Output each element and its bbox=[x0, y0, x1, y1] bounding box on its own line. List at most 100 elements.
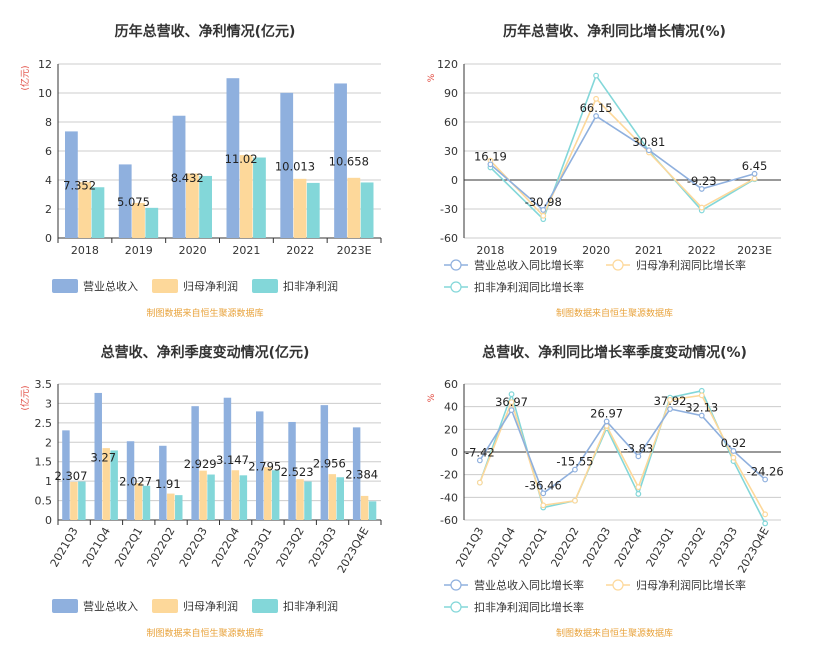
series-point bbox=[603, 418, 610, 425]
data-label: 2.523 bbox=[281, 465, 314, 479]
bar bbox=[142, 485, 151, 520]
quarter-growth-chart-svg: 总营收、净利同比增长率季度变动情况(%)% -60 -40 -20 0 20 40 60 202… bbox=[427, 344, 784, 639]
series-point bbox=[698, 392, 705, 399]
legend-swatch bbox=[52, 279, 78, 293]
series-point bbox=[762, 520, 769, 527]
bar bbox=[134, 483, 143, 520]
series-point bbox=[476, 479, 483, 486]
x-tick-label: 2023Q4E bbox=[335, 525, 372, 575]
y-tick-label: 60 bbox=[444, 116, 458, 129]
y-tick-label: 2.5 bbox=[35, 417, 53, 430]
legend-label: 扣非净利润同比增长率 bbox=[474, 280, 584, 294]
annual-growth-chart: 历年总营收、净利同比增长情况(%)% -60 -30 0 30 60 90 120 2018 20… bbox=[410, 0, 819, 329]
y-tick-label: 0 bbox=[45, 232, 52, 245]
y-tick-label: 0.5 bbox=[35, 495, 53, 508]
data-label: 2.307 bbox=[54, 469, 87, 483]
data-label: 3.147 bbox=[216, 453, 249, 467]
chart-title: 历年总营收、净利同比增长情况(%) bbox=[503, 23, 726, 40]
x-tick-label: 2022 bbox=[688, 244, 716, 257]
x-tick-label: 2023E bbox=[737, 244, 772, 257]
series-point bbox=[646, 147, 652, 154]
bar bbox=[263, 467, 272, 520]
y-tick-label: 2 bbox=[45, 436, 52, 449]
y-tick-label: -60 bbox=[440, 232, 458, 245]
x-tick-label: 2021 bbox=[232, 244, 260, 257]
y-tick-label: 3 bbox=[45, 397, 52, 410]
x-tick-label: 2022Q3 bbox=[580, 525, 613, 569]
x-tick-label: 2022Q1 bbox=[112, 525, 145, 569]
data-label: 0.92 bbox=[721, 436, 747, 450]
bar bbox=[271, 470, 280, 520]
y-tick-label: 90 bbox=[444, 87, 458, 100]
x-tick-label: 2018 bbox=[71, 244, 99, 257]
series-point bbox=[508, 407, 515, 414]
data-label: 3.27 bbox=[90, 450, 116, 464]
annual-growth-chart-svg: 历年总营收、净利同比增长情况(%)% -60 -30 0 30 60 90 120 2018 20… bbox=[427, 23, 781, 319]
y-axis-unit: % bbox=[427, 73, 437, 82]
series-point bbox=[635, 453, 642, 460]
bar bbox=[352, 427, 361, 520]
legend-label: 归母净利润同比增长率 bbox=[636, 578, 746, 592]
data-label: 16.19 bbox=[474, 149, 507, 163]
legend-marker bbox=[612, 259, 624, 271]
legend-marker bbox=[450, 601, 462, 613]
series-line bbox=[489, 114, 755, 212]
series-point bbox=[540, 490, 547, 497]
legend-label: 营业总收入 bbox=[83, 599, 138, 613]
x-tick-label: 2022Q4 bbox=[209, 525, 242, 569]
annual-bar-chart: 历年总营收、净利情况(亿元) (亿元) 0 2 4 6 8 10 12 2018 2019 2020 2… bbox=[0, 0, 410, 329]
data-label: 32.13 bbox=[685, 401, 718, 415]
legend-marker bbox=[450, 281, 462, 293]
data-label: -36.46 bbox=[525, 478, 562, 492]
bar bbox=[223, 397, 232, 520]
data-label: 2.956 bbox=[313, 457, 346, 471]
legend-label: 归母净利润 bbox=[183, 279, 238, 293]
legend-label: 扣非净利润 bbox=[283, 599, 338, 613]
bar bbox=[336, 477, 345, 520]
legend-marker bbox=[450, 259, 462, 271]
x-tick-label: 2023Q3 bbox=[306, 525, 339, 569]
bar bbox=[185, 173, 199, 238]
y-tick-label: -40 bbox=[440, 491, 458, 504]
data-label: 6.45 bbox=[742, 159, 768, 173]
series-point bbox=[476, 457, 483, 464]
y-tick-label: 0 bbox=[45, 514, 52, 527]
bar bbox=[62, 430, 70, 520]
y-tick-label: -20 bbox=[440, 469, 458, 482]
bar bbox=[360, 495, 369, 520]
bar bbox=[231, 470, 240, 520]
data-label: 11.02 bbox=[225, 152, 258, 166]
y-tick-label: 20 bbox=[444, 423, 458, 436]
legend-marker bbox=[450, 579, 462, 591]
legend-label: 营业总收入 bbox=[83, 279, 138, 293]
series-line bbox=[489, 73, 755, 221]
x-tick-label: 2021Q4 bbox=[485, 525, 518, 569]
series-point bbox=[540, 502, 547, 509]
legend-label: 归母净利润 bbox=[183, 599, 238, 613]
bar bbox=[255, 411, 264, 520]
data-label: 66.15 bbox=[580, 101, 613, 115]
y-tick-label: 12 bbox=[38, 58, 52, 71]
series-point bbox=[508, 399, 515, 406]
x-tick-label: 2022Q4 bbox=[612, 525, 645, 569]
data-label: 2.795 bbox=[248, 460, 281, 474]
legend-swatch bbox=[152, 279, 178, 293]
chart-title: 历年总营收、净利情况(亿元) bbox=[115, 23, 296, 40]
series-point bbox=[572, 497, 578, 504]
legend-swatch bbox=[252, 599, 278, 613]
y-tick-label: -30 bbox=[440, 203, 458, 216]
data-label: -3.83 bbox=[623, 441, 653, 455]
data-label: 8.432 bbox=[171, 171, 204, 185]
series-point bbox=[487, 161, 494, 168]
legend-swatch bbox=[252, 279, 278, 293]
x-tick-label: 2022Q2 bbox=[548, 525, 581, 569]
bar bbox=[296, 479, 304, 520]
data-label: -7.42 bbox=[465, 445, 495, 459]
bar bbox=[239, 475, 248, 520]
y-tick-label: -60 bbox=[440, 514, 458, 527]
bar bbox=[126, 441, 135, 520]
bar bbox=[70, 481, 78, 520]
data-label: 2.027 bbox=[119, 475, 152, 489]
bar bbox=[78, 481, 86, 520]
series-point bbox=[635, 491, 642, 497]
